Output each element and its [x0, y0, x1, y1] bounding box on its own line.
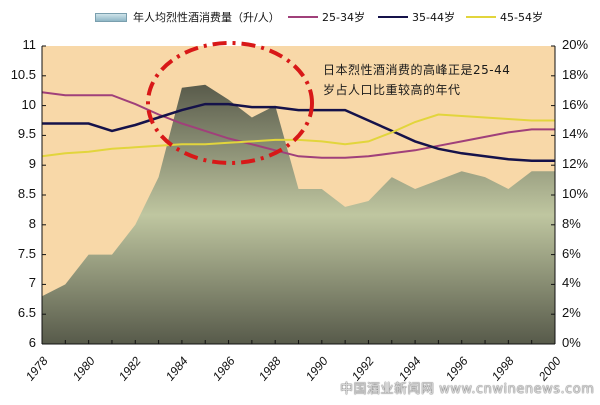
right-axis-tick-label: 4% — [562, 275, 581, 291]
line-series-45-54岁 — [41, 113, 555, 158]
right-axis-tick-label: 8% — [562, 215, 581, 231]
axis-ticks — [42, 45, 555, 345]
line-series-group — [41, 91, 555, 162]
right-axis-tick-label: 18% — [562, 66, 589, 82]
right-axis-tick-label: 14% — [562, 126, 589, 142]
legend-label-area: 年人均烈性酒消费量（升/人） — [133, 11, 280, 24]
legend-item-area: 年人均烈性酒消费量（升/人） — [95, 9, 280, 25]
legend-line-yellow-icon — [466, 16, 496, 18]
right-axis-tick-label: 16% — [562, 96, 589, 112]
chart-annotation: 日本烈性酒消费的高峰正是25-44 岁占人口比重较高的年代 — [323, 60, 510, 100]
right-axis-tick-label: 2% — [562, 305, 581, 321]
left-axis-tick-label: 6 — [28, 335, 36, 350]
line-series-35-44岁 — [42, 102, 555, 162]
left-axis-tick-label: 8.5 — [17, 186, 36, 201]
left-axis-tick-label: 9.5 — [17, 126, 36, 142]
left-axis-tick-label: 9 — [28, 156, 36, 172]
legend-line-navy-icon — [378, 16, 408, 18]
line-series-25-34岁 — [41, 91, 555, 159]
legend-item-45-54: 45-54岁 — [466, 9, 543, 25]
left-axis-tick-label: 10.5 — [10, 66, 36, 82]
legend: 年人均烈性酒消费量（升/人） 25-34岁 35-44岁 45-54岁 — [0, 6, 600, 28]
left-axis-tick-label: 6.5 — [17, 305, 36, 321]
legend-label-25-34: 25-34岁 — [322, 11, 365, 24]
legend-label-45-54: 45-54岁 — [500, 11, 543, 24]
left-axis-tick-label: 7.5 — [17, 245, 36, 261]
left-axis-tick-label: 7 — [28, 275, 36, 291]
legend-item-35-44: 35-44岁 — [378, 9, 455, 25]
legend-label-35-44: 35-44岁 — [412, 11, 455, 24]
annotation-line-1: 日本烈性酒消费的高峰正是25-44 — [323, 63, 511, 77]
right-axis-tick-label: 20% — [562, 37, 589, 52]
area-series-spirits-consumption — [42, 84, 555, 344]
right-axis-tick-label: 0% — [562, 335, 581, 350]
legend-area-swatch-icon — [95, 12, 127, 22]
right-axis-tick-label: 10% — [562, 186, 589, 201]
left-axis-tick-label: 11 — [22, 37, 37, 52]
highlight-ellipse — [146, 41, 314, 165]
right-axis-tick-label: 6% — [562, 245, 581, 261]
legend-item-25-34: 25-34岁 — [288, 9, 365, 25]
watermark: 中国酒业新闻网 www.cnwinenews.com — [340, 382, 595, 397]
left-axis-tick-label: 8 — [28, 215, 36, 231]
annotation-line-2: 岁占人口比重较高的年代 — [323, 83, 461, 97]
left-axis-tick-label: 10 — [21, 96, 36, 112]
right-axis-tick-label: 12% — [562, 156, 589, 172]
legend-line-purple-icon — [288, 16, 318, 18]
